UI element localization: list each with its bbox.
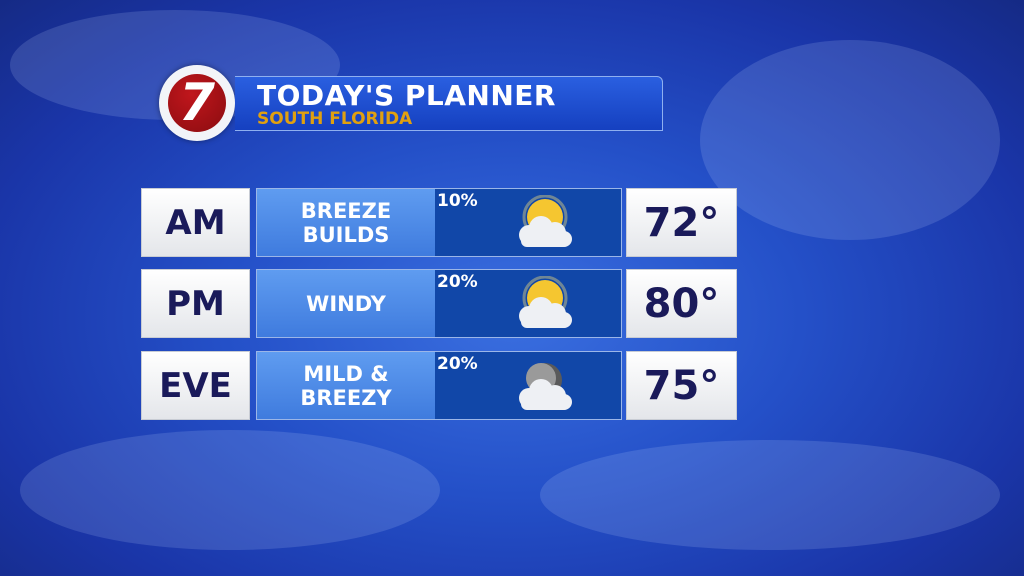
forecast-panel: BREEZE BUILDS 10% <box>256 188 622 257</box>
description: BREEZE BUILDS <box>257 189 435 256</box>
period-label: AM <box>141 188 250 257</box>
period-label: PM <box>141 269 250 338</box>
partly-sunny-icon <box>519 195 572 247</box>
description: MILD & BREEZY <box>257 352 435 419</box>
temperature: 75° <box>626 351 737 420</box>
partly-sunny-icon <box>519 276 572 328</box>
page-title: TODAY'S PLANNER <box>257 79 556 112</box>
temperature: 72° <box>626 188 737 257</box>
station-logo: 7 <box>159 65 235 141</box>
temperature: 80° <box>626 269 737 338</box>
forecast-row: PM WINDY 20% 80° <box>141 269 737 338</box>
precip-chance: 20% <box>437 354 478 374</box>
precip-chance: 20% <box>437 272 478 292</box>
page-subtitle: SOUTH FLORIDA <box>257 109 413 129</box>
description: WINDY <box>257 270 435 337</box>
forecast-panel: MILD & BREEZY 20% <box>256 351 622 420</box>
forecast-row: AM BREEZE BUILDS 10% 72° <box>141 188 737 257</box>
period-label: EVE <box>141 351 250 420</box>
forecast-panel: WINDY 20% <box>256 269 622 338</box>
title-bar: TODAY'S PLANNER SOUTH FLORIDA <box>235 76 663 131</box>
forecast-row: EVE MILD & BREEZY 20% 75° <box>141 351 737 420</box>
precip-chance: 10% <box>437 191 478 211</box>
partly-cloudy-night-icon <box>519 363 572 410</box>
